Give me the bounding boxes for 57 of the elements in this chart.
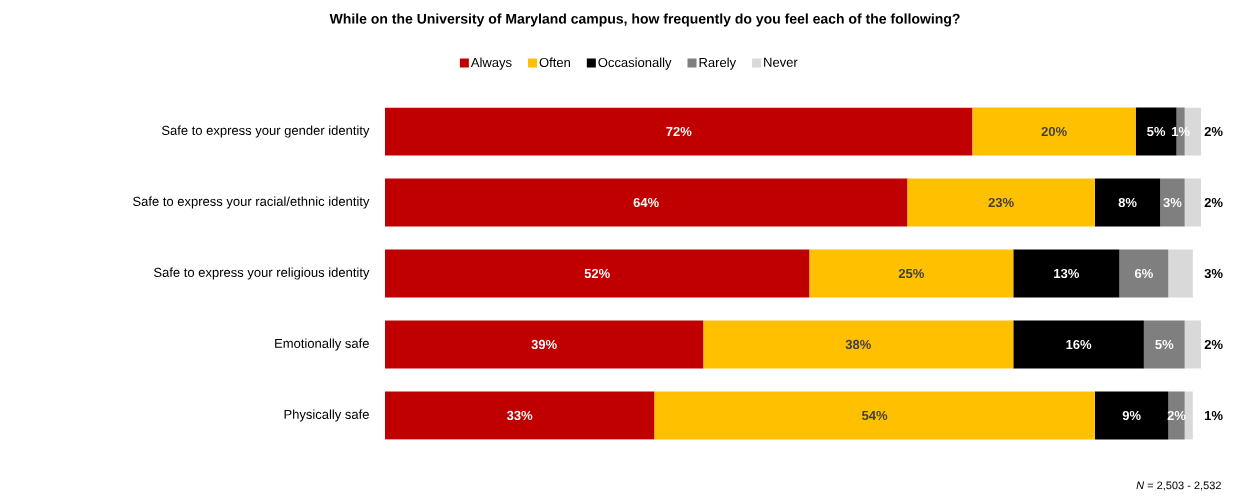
- data-label: 20%: [1041, 126, 1067, 137]
- data-label: 25%: [898, 268, 924, 279]
- text: N = 2,503 - 2,532: [1136, 481, 1221, 491]
- bar: [385, 320, 704, 369]
- chart-title: While on the University of Maryland campus, how frequently do you feel each of the following?: [329, 13, 960, 27]
- data-label: 38%: [845, 339, 871, 350]
- data-label: 8%: [1118, 197, 1137, 208]
- y-tick-label: Safe to express your gender identity: [161, 125, 370, 138]
- bar: [1168, 249, 1193, 298]
- legend-label: Never: [764, 57, 798, 67]
- bar: [907, 178, 1095, 227]
- bar: [1013, 320, 1144, 369]
- data-label: 39%: [531, 339, 557, 350]
- data-label: 16%: [1066, 339, 1092, 350]
- bar: [1184, 178, 1201, 227]
- data-label: 2%: [1204, 339, 1223, 350]
- bar: [1160, 178, 1185, 227]
- bar: [1094, 391, 1169, 440]
- y-tick-label: Safe to express your religious identity: [154, 267, 370, 280]
- bar: [385, 391, 655, 440]
- data-label: 6%: [1134, 268, 1153, 279]
- data-label: 52%: [584, 268, 610, 279]
- y-tick-label: Emotionally safe: [275, 338, 369, 351]
- data-label: 23%: [988, 197, 1014, 208]
- data-label: 33%: [506, 410, 533, 421]
- legend-label: Rarely: [699, 57, 737, 70]
- bar: [1013, 249, 1120, 298]
- data-label: 3%: [1204, 268, 1223, 279]
- bar: [1184, 320, 1201, 369]
- bar: [703, 320, 1014, 369]
- data-label: 9%: [1122, 410, 1141, 421]
- bar: [809, 249, 1014, 298]
- data-label: 1%: [1205, 410, 1223, 421]
- legend-label: Always: [470, 57, 512, 70]
- bar: [654, 391, 1095, 440]
- data-label: 3%: [1163, 197, 1182, 208]
- bar: [1119, 249, 1169, 298]
- data-label: 13%: [1054, 268, 1080, 279]
- data-label: 1%: [1172, 126, 1190, 137]
- bar: [385, 249, 810, 298]
- bar: [1184, 391, 1193, 440]
- bar: [385, 107, 973, 156]
- legend-label: Occasionally: [598, 57, 672, 70]
- bar: [972, 107, 1136, 156]
- data-label: 2%: [1204, 126, 1223, 137]
- y-tick-label: Physically safe: [284, 409, 369, 422]
- bar: [1143, 320, 1185, 369]
- y-tick-label: Safe to express your racial/ethnic identity: [133, 196, 370, 209]
- data-label: 64%: [633, 197, 659, 208]
- bar: [385, 178, 908, 227]
- data-label: 5%: [1147, 126, 1166, 137]
- bar: [1094, 178, 1161, 227]
- data-label: 54%: [862, 410, 888, 421]
- legend-label: Often: [539, 57, 570, 68]
- data-label: 2%: [1204, 197, 1223, 208]
- data-label: 72%: [666, 126, 692, 137]
- data-label: 5%: [1155, 339, 1174, 350]
